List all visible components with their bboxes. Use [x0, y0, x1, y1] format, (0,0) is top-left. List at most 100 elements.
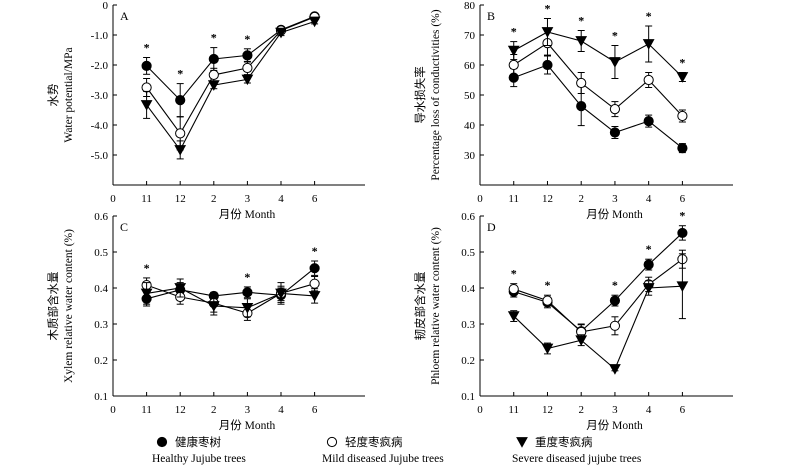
data-point [642, 283, 655, 294]
y-tick-label: 0.3 [94, 319, 108, 331]
data-point [609, 104, 621, 115]
x-origin-label: 0 [477, 193, 483, 205]
panel-letter: A [120, 9, 129, 23]
data-point [677, 110, 688, 122]
legend-label-en: Mild diseased Jujube trees [322, 453, 444, 465]
data-point [174, 145, 187, 156]
significance-star: * [646, 9, 652, 23]
data-point [309, 263, 320, 274]
significance-star: * [578, 14, 584, 28]
x-tick-label: 2 [211, 404, 217, 416]
data-point [676, 72, 689, 83]
series-line [146, 16, 315, 135]
series-1 [508, 249, 688, 340]
data-point [643, 259, 654, 270]
x-tick-label: 11 [141, 193, 152, 205]
data-point [609, 320, 621, 331]
y-tick-label: 40 [464, 120, 476, 132]
legend-label-cn: 健康枣树 [175, 435, 221, 449]
y-tick-label: 0.1 [461, 391, 475, 403]
data-point [507, 45, 520, 57]
data-point [242, 50, 253, 61]
series-line [146, 283, 315, 314]
data-point [508, 283, 519, 295]
x-tick-label: 4 [278, 404, 284, 416]
data-point [242, 287, 253, 298]
data-point [175, 128, 186, 139]
data-point [575, 36, 588, 47]
x-tick-label: 2 [211, 193, 217, 205]
x-tick-label: 3 [612, 404, 618, 416]
series-line [513, 232, 683, 332]
y-tick-label: 50 [464, 90, 476, 102]
x-tick-label: 12 [175, 404, 186, 416]
legend-item-1: 轻度枣疯病 Mild diseased Jujube trees [322, 435, 444, 465]
x-tick-label: 6 [680, 404, 686, 416]
significance-star: * [244, 270, 250, 284]
series-0 [508, 55, 688, 154]
y-tick-label: 0.5 [94, 247, 108, 259]
significance-star: * [612, 29, 618, 43]
x-tick-label: 12 [175, 193, 186, 205]
legend-item-2: 重度枣疯病 Severe diseased jujube trees [512, 435, 642, 465]
x-origin-label: 0 [110, 404, 116, 416]
significance-star: * [544, 2, 550, 16]
y-tick-label: -2.0 [91, 60, 109, 72]
series-1 [508, 30, 688, 123]
legend-label-en: Healthy Jujube trees [152, 453, 246, 465]
data-point [141, 60, 152, 72]
data-point [275, 288, 287, 300]
series-2 [140, 16, 321, 160]
x-tick-label: 11 [508, 404, 519, 416]
y-tick-label: 0 [103, 0, 109, 12]
y-tick-label: 0.3 [461, 319, 475, 331]
series-0 [141, 260, 320, 307]
x-axis-title: 月份 Month [219, 419, 276, 432]
y-tick-label: 0.4 [461, 283, 475, 295]
y-tick-label: 0.5 [461, 247, 475, 259]
y-tick-label: 30 [464, 150, 476, 162]
data-point [207, 301, 220, 312]
panel-a: 0 -1.0 -2.0 -3.0 -4.0 -5.0 0 11 12 2 3 4 6 A 水势 Water p… [47, 0, 365, 221]
y-tick-label: -3.0 [91, 90, 109, 102]
series-line [513, 64, 683, 149]
data-point [643, 116, 654, 127]
x-tick-label: 2 [578, 404, 584, 416]
x-tick-label: 6 [312, 193, 318, 205]
y-tick-label: -5.0 [91, 150, 109, 162]
y-tick-label: 0.4 [94, 283, 108, 295]
data-point [575, 335, 588, 346]
legend-label-cn: 重度枣疯病 [535, 435, 593, 449]
data-point [576, 101, 587, 112]
x-origin-label: 0 [477, 404, 483, 416]
data-point [507, 311, 520, 322]
x-origin-label: 0 [110, 193, 116, 205]
x-tick-label: 3 [245, 193, 251, 205]
significance-star: * [211, 31, 217, 45]
series-1 [141, 11, 320, 151]
data-point [542, 295, 553, 306]
y-axis-title-cn: 韧皮部含水量 [413, 272, 427, 341]
x-tick-label: 2 [578, 193, 584, 205]
data-point [677, 227, 688, 239]
significance-star: * [144, 41, 150, 55]
data-point [308, 16, 321, 28]
significance-star: * [646, 242, 652, 256]
series-line [146, 20, 315, 151]
y-tick-label: 0.2 [94, 355, 108, 367]
x-tick-label: 12 [542, 193, 553, 205]
significance-star: * [244, 32, 250, 46]
y-tick-label: 0.1 [94, 391, 108, 403]
y-tick-label: 80 [464, 0, 476, 12]
data-point [609, 364, 621, 375]
data-point [676, 281, 689, 292]
data-point [609, 295, 621, 306]
series-2 [507, 253, 689, 375]
legend-label-cn: 轻度枣疯病 [345, 435, 403, 449]
panel-b: 80 70 60 50 40 30 0 11 12 2 3 4 6 B 导水损失率 Percentage lo… [413, 0, 733, 221]
x-axis-title: 月份 Month [586, 419, 643, 432]
data-point [275, 27, 287, 39]
y-tick-label: 60 [464, 60, 476, 72]
y-axis-title-en: Xylem relative water content (%) [63, 229, 75, 383]
